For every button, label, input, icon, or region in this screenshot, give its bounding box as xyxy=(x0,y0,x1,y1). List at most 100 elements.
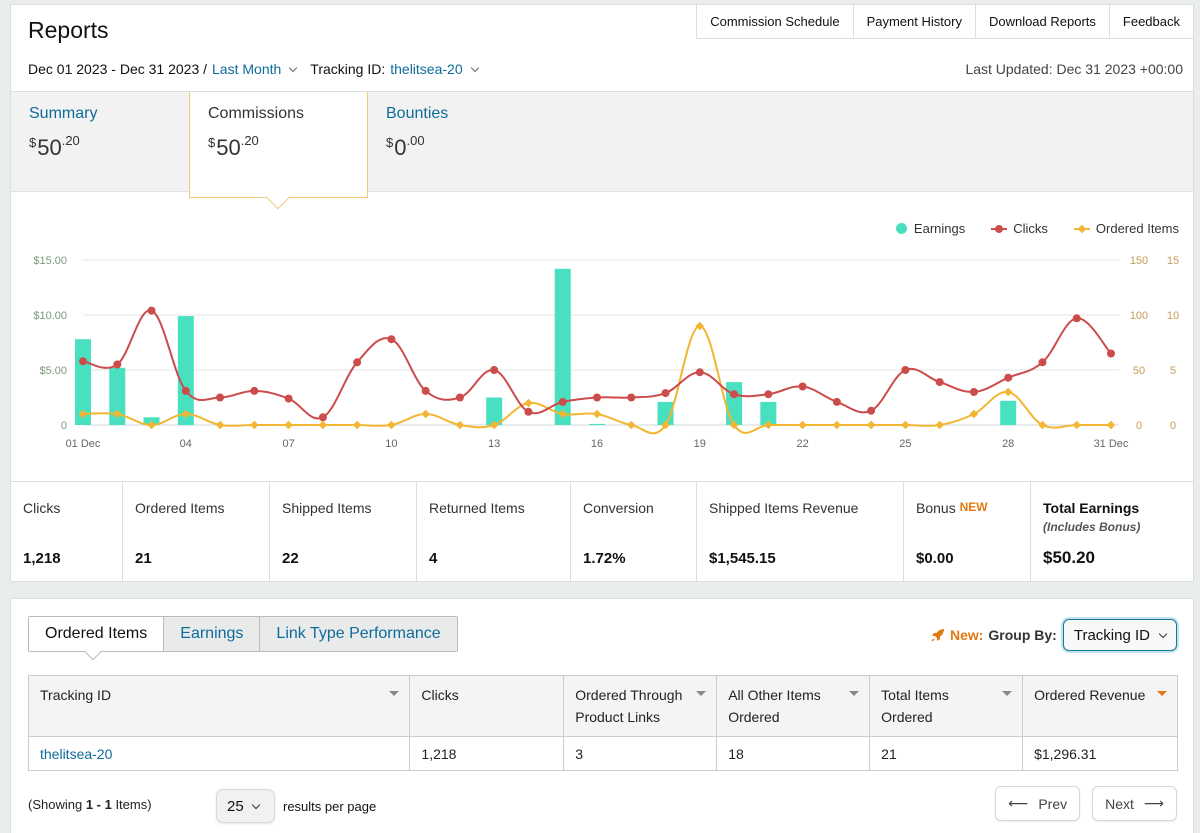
x-tick-label: 13 xyxy=(488,438,500,450)
ordered-items-point xyxy=(387,420,396,430)
feedback-link[interactable]: Feedback xyxy=(1108,5,1193,39)
metric-total-earnings: Total Earnings (Includes Bonus) $50.20 xyxy=(1043,500,1141,567)
col-all-other-items[interactable]: All Other Items Ordered xyxy=(716,675,871,737)
earnings-bar xyxy=(109,367,126,425)
col-ordered-revenue[interactable]: Ordered Revenue xyxy=(1022,675,1178,737)
y3-tick-label: 0 xyxy=(1170,420,1176,432)
clicks-point xyxy=(798,382,807,391)
clicks-line xyxy=(82,309,1112,420)
col-ordered-through-links[interactable]: Ordered Through Product Links xyxy=(563,675,718,737)
earnings-swatch xyxy=(895,223,907,234)
clicks-point xyxy=(353,358,362,367)
legend-earnings[interactable]: Earnings xyxy=(895,221,965,236)
prev-button[interactable]: ⟵ Prev xyxy=(995,786,1081,821)
sort-icon[interactable] xyxy=(1002,691,1013,696)
x-tick-label: 10 xyxy=(385,438,397,450)
tab-summary[interactable]: Summary $50.20 xyxy=(11,92,189,193)
ordered-items-point xyxy=(558,409,567,419)
y-tick-label: $5.00 xyxy=(39,365,67,377)
y-tick-label: 0 xyxy=(61,420,67,432)
filter-line: Dec 01 2023 - Dec 31 2023 / Last Month T… xyxy=(28,61,486,77)
clicks-point xyxy=(1107,349,1115,358)
next-button[interactable]: Next ⟶ xyxy=(1092,786,1177,821)
ordered-items-point xyxy=(627,420,636,430)
y2-tick-label: 100 xyxy=(1130,310,1148,322)
col-clicks[interactable]: Clicks xyxy=(409,675,565,737)
pagination: ⟵ Prev Next ⟶ xyxy=(983,786,1177,821)
sort-icon[interactable] xyxy=(849,691,860,696)
clicks-point xyxy=(867,406,876,415)
col-total-items[interactable]: Total Items Ordered xyxy=(869,675,1024,737)
legend-ordered-items[interactable]: Ordered Items xyxy=(1073,221,1179,236)
clicks-point xyxy=(695,368,704,377)
tab-summary-label: Summary xyxy=(29,105,98,122)
tab-ordered-items[interactable]: Ordered Items xyxy=(29,617,165,651)
chart-plot: $15.00 150 15$10.00 100 10$5.00 50 50 0 001 Dec 0… xyxy=(33,255,1179,450)
clicks-point xyxy=(284,394,293,403)
x-tick-label: 28 xyxy=(1002,438,1014,450)
per-page-label: results per page xyxy=(283,798,377,814)
commissions-amount: $50.20 xyxy=(208,133,259,160)
metric-returned-items: Returned Items 4 xyxy=(417,482,571,582)
tab-bounties-label: Bounties xyxy=(386,105,449,122)
chevron-down-icon[interactable] xyxy=(470,63,479,72)
per-page-select[interactable]: 25 xyxy=(216,789,275,823)
group-by-select[interactable]: Tracking ID xyxy=(1062,619,1177,651)
ordered-items-point xyxy=(832,420,842,430)
showing-count: (Showing 1 - 1 Items) xyxy=(28,797,152,812)
y2-tick-label: 50 xyxy=(1133,365,1145,377)
clicks-point xyxy=(627,393,636,402)
tab-commissions[interactable]: Commissions $50.20 xyxy=(189,92,368,210)
clicks-point xyxy=(421,386,430,395)
ordered-items-point xyxy=(147,420,156,430)
new-badge: NEW xyxy=(959,500,988,514)
clicks-point xyxy=(1004,373,1013,382)
ordered-items-point xyxy=(729,420,739,430)
report-tabs: Ordered Items Earnings Link Type Perform… xyxy=(28,616,458,652)
summary-tabs: Summary $50.20 Commissions $50.20 Bounti… xyxy=(11,91,1193,210)
col-tracking-id[interactable]: Tracking ID xyxy=(27,675,411,737)
ordered-items-point xyxy=(661,420,670,430)
clicks-point xyxy=(387,335,396,344)
page-title: Reports xyxy=(28,17,109,43)
tracking-id-dropdown[interactable]: thelitsea-20 xyxy=(390,61,463,77)
sort-icon-active[interactable] xyxy=(1157,691,1167,696)
legend-clicks[interactable]: Clicks xyxy=(991,221,1048,236)
clicks-point xyxy=(764,390,773,399)
chevron-down-icon[interactable] xyxy=(289,63,298,72)
earnings-bar xyxy=(726,382,743,425)
metric-shipped-items: Shipped Items 22 xyxy=(270,482,417,582)
payment-history-link[interactable]: Payment History xyxy=(852,5,975,39)
earnings-bar xyxy=(75,339,91,425)
metric-conversion: Conversion 1.72% xyxy=(571,482,697,582)
tab-earnings[interactable]: Earnings xyxy=(164,617,261,651)
ordered-items-point xyxy=(181,409,191,419)
arrow-left-icon: ⟵ xyxy=(1008,795,1029,811)
row-tracking-id[interactable]: thelitsea-20 xyxy=(27,736,411,771)
per-page: 25 results per page xyxy=(216,789,376,823)
clicks-point xyxy=(490,366,499,374)
commission-schedule-link[interactable]: Commission Schedule xyxy=(696,5,853,39)
sort-icon[interactable] xyxy=(389,691,400,696)
x-tick-label: 19 xyxy=(694,438,706,450)
tab-commissions-label: Commissions xyxy=(208,105,305,122)
y2-tick-label: 0 xyxy=(1136,420,1142,432)
clicks-point xyxy=(455,393,464,402)
tab-bounties[interactable]: Bounties $0.00 xyxy=(368,92,548,193)
sort-icon[interactable] xyxy=(696,691,707,696)
ordered-items-point xyxy=(421,409,430,419)
download-reports-link[interactable]: Download Reports xyxy=(974,5,1109,39)
period-dropdown[interactable]: Last Month xyxy=(212,61,282,77)
ordered-items-point xyxy=(695,321,705,331)
ordered-items-point xyxy=(592,409,602,419)
chevron-down-icon xyxy=(251,800,260,809)
tab-link-type-performance[interactable]: Link Type Performance xyxy=(260,617,457,651)
clicks-point xyxy=(181,386,190,395)
clicks-point xyxy=(730,390,739,399)
new-label: New: xyxy=(949,627,984,643)
clicks-point xyxy=(524,407,533,416)
ordered-items-point xyxy=(901,420,910,430)
ordered-items-point xyxy=(1038,420,1047,430)
metric-bonus: Bonus NEW $0.00 xyxy=(904,482,1031,582)
clicks-point xyxy=(113,360,122,369)
